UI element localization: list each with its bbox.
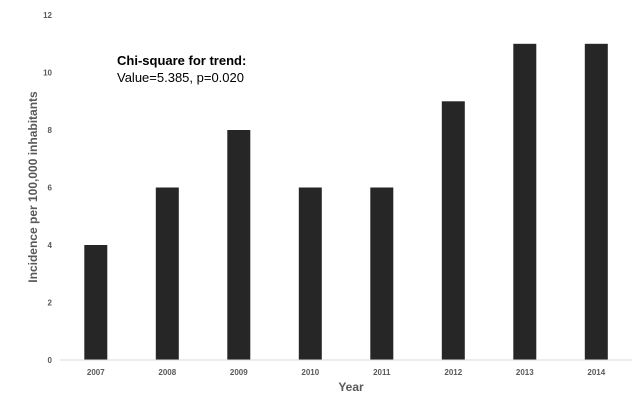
- y-tick-label: 4: [48, 241, 53, 250]
- x-tick-label-2009: 2009: [230, 368, 248, 377]
- bars: [84, 43, 608, 361]
- y-axis-title: Incidence per 100,000 inhabitants: [26, 91, 40, 283]
- x-tick-label-2010: 2010: [301, 368, 319, 377]
- bar-2011: [370, 187, 394, 360]
- bar-2012: [441, 101, 465, 361]
- y-tick-label: 6: [48, 184, 53, 193]
- x-tick-label-2014: 2014: [587, 368, 605, 377]
- annotation-value: Value=5.385, p=0.020: [117, 70, 244, 85]
- x-axis-title: Year: [338, 380, 364, 394]
- x-tick-label-2012: 2012: [444, 368, 462, 377]
- y-axis-ticks: 0 2 4 6 8 10 12: [43, 11, 52, 365]
- y-tick-label: 10: [43, 69, 52, 78]
- y-tick-label: 8: [48, 126, 53, 135]
- bar-2010: [298, 187, 322, 360]
- y-tick-label: 12: [43, 11, 52, 20]
- x-tick-label-2013: 2013: [516, 368, 534, 377]
- bar-2007: [84, 245, 108, 360]
- annotation-title: Chi-square for trend:: [117, 53, 246, 68]
- bar-2009: [227, 130, 251, 360]
- x-tick-label-2011: 2011: [373, 368, 391, 377]
- x-axis-ticks: 2007 2008 2009 2010 2011 2012 2013 2014: [87, 368, 606, 377]
- x-tick-label-2008: 2008: [158, 368, 176, 377]
- y-tick-label: 0: [48, 356, 53, 365]
- bar-2013: [513, 43, 537, 361]
- y-tick-label: 2: [48, 299, 53, 308]
- bar-2008: [155, 187, 179, 360]
- bar-2014: [584, 43, 608, 361]
- trend-annotation: Chi-square for trend: Value=5.385, p=0.0…: [117, 53, 246, 85]
- x-tick-label-2007: 2007: [87, 368, 105, 377]
